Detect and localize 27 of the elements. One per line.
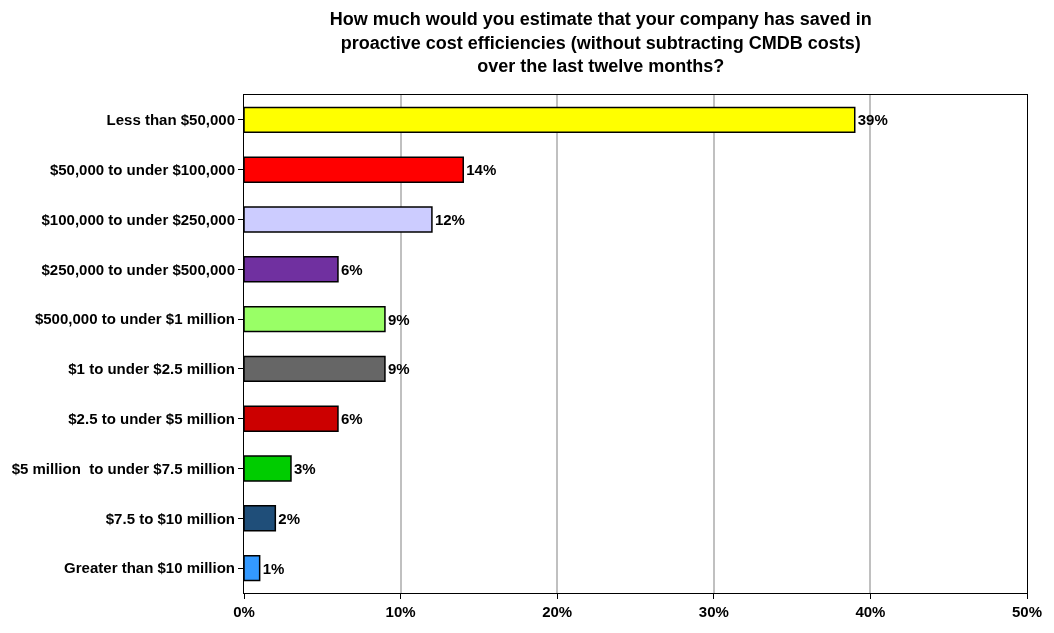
data-label: 14% bbox=[466, 161, 497, 179]
data-label: 9% bbox=[387, 360, 410, 378]
data-label: 12% bbox=[434, 211, 465, 228]
x-tick-label: 40% bbox=[855, 603, 886, 620]
chart-title: How much would you estimate that your company has saved in proactive cost efficiencies (without subtracting CMDB costs) over the last twelve months? bbox=[329, 9, 872, 77]
y-tick-label: $5 million to under $7.5 million bbox=[11, 459, 235, 477]
x-tick-label: 10% bbox=[385, 603, 416, 620]
x-tick-label: 20% bbox=[542, 603, 573, 620]
y-tick-label: Greater than $10 million bbox=[64, 559, 235, 577]
y-tick-label: $500,000 to under $1 million bbox=[34, 310, 235, 328]
x-tick-label: 0% bbox=[233, 603, 255, 620]
y-tick-label: $2.5 to under $5 million bbox=[68, 409, 235, 427]
y-tick-label: $1 to under $2.5 million bbox=[68, 360, 235, 378]
y-tick-label: $7.5 to $10 million bbox=[105, 509, 235, 527]
y-tick-label: $100,000 to under $250,000 bbox=[41, 210, 235, 228]
data-label: 3% bbox=[293, 460, 316, 477]
data-label: 6% bbox=[340, 410, 363, 428]
x-tick-label: 50% bbox=[1011, 603, 1043, 620]
x-tick-label: 30% bbox=[698, 603, 729, 620]
y-tick-label: $250,000 to under $500,000 bbox=[41, 260, 235, 278]
y-tick-label: Less than $50,000 bbox=[106, 111, 235, 129]
y-tick-label: $50,000 to under $100,000 bbox=[49, 160, 235, 178]
data-label: 9% bbox=[387, 310, 410, 328]
data-label: 39% bbox=[857, 111, 888, 129]
data-label: 2% bbox=[278, 509, 301, 527]
data-label: 6% bbox=[340, 260, 363, 278]
data-label: 1% bbox=[262, 559, 285, 577]
